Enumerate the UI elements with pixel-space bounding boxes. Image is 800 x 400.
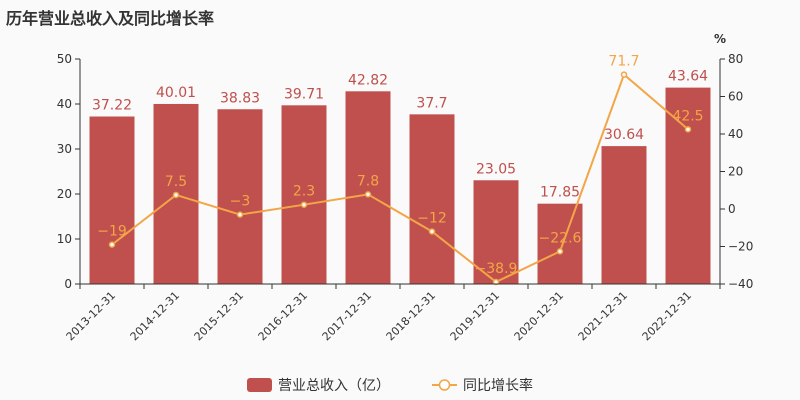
x-axis-tick-label: 2014-12-31 xyxy=(128,289,182,343)
left-axis: 0 10 20 30 40 50 xyxy=(57,52,81,291)
bar-value-label: 37.22 xyxy=(92,98,132,114)
growth-point xyxy=(364,191,372,198)
bar-value-label: 39.71 xyxy=(284,86,324,102)
left-axis-tick-label: 10 xyxy=(57,232,72,246)
bar xyxy=(665,87,711,285)
right-axis-tick-label: −20 xyxy=(728,240,753,254)
bar-value-label: 23.05 xyxy=(476,161,516,177)
right-axis-tick-label: 0 xyxy=(728,202,736,216)
x-axis-tick-label: 2013-12-31 xyxy=(64,289,118,343)
x-axis-tick-label: 2019-12-31 xyxy=(448,289,502,343)
legend-swatch-growth-marker xyxy=(438,379,451,391)
growth-point xyxy=(684,126,692,133)
legend-swatch-revenue xyxy=(247,378,272,392)
right-axis-unit: % xyxy=(714,32,726,46)
growth-point xyxy=(428,228,436,235)
bar xyxy=(217,109,263,284)
bar xyxy=(537,203,583,284)
left-axis-tick-label: 0 xyxy=(64,277,72,291)
legend-item-growth[interactable]: 同比增长率 xyxy=(432,377,533,394)
bar xyxy=(281,105,327,285)
bar-value-label: 43.64 xyxy=(668,69,708,85)
x-axis-tick-label: 2016-12-31 xyxy=(256,289,310,343)
bar xyxy=(473,180,519,284)
right-axis-tick-label: 20 xyxy=(728,165,743,179)
line-series: −19 7.5 −3 2.3 7.8 −12 −38.9 −22.6 71.7 42.5 xyxy=(97,54,704,286)
x-axis: 2013-12-31 2014-12-31 2015-12-31 2016-12-31… xyxy=(64,283,721,343)
growth-line xyxy=(111,72,689,284)
growth-point xyxy=(172,191,180,199)
bar-value-label: 42.82 xyxy=(348,72,388,88)
growth-point xyxy=(300,201,308,208)
right-axis-tick-label: 80 xyxy=(728,52,743,66)
bar xyxy=(601,146,647,284)
bar xyxy=(409,114,455,284)
bar xyxy=(89,116,135,284)
bar-value-label: 40.01 xyxy=(156,85,196,101)
x-axis-tick-label: 2020-12-31 xyxy=(512,289,566,343)
x-axis-tick-label: 2022-12-31 xyxy=(640,289,694,343)
growth-point xyxy=(620,71,628,78)
growth-point xyxy=(236,211,244,218)
growth-value-label: 7.8 xyxy=(357,173,379,189)
bar-value-label: 37.7 xyxy=(416,95,447,111)
bar-series: 37.22 40.01 38.83 39.71 42.82 37.7 23.05 17.85 3… xyxy=(89,69,711,285)
growth-value-label: 2.3 xyxy=(293,184,315,200)
x-axis-tick-label: 2021-12-31 xyxy=(576,289,630,343)
bar xyxy=(345,91,391,284)
right-axis: −40 −20 0 20 40 60 80 xyxy=(719,52,753,291)
legend-label-revenue: 营业总收入（亿） xyxy=(278,378,390,394)
growth-value-label: 7.5 xyxy=(165,174,187,190)
growth-value-label: 42.5 xyxy=(672,108,703,124)
right-axis-tick-label: −40 xyxy=(728,277,753,291)
right-axis-tick-label: 60 xyxy=(728,90,743,104)
right-axis-tick-label: 40 xyxy=(728,127,743,141)
left-axis-tick-label: 40 xyxy=(57,97,72,111)
growth-value-label: −3 xyxy=(230,194,251,210)
x-axis-tick-label: 2017-12-31 xyxy=(320,289,374,343)
growth-point xyxy=(108,241,116,248)
growth-value-label: −38.9 xyxy=(475,261,518,277)
bar-value-label: 30.64 xyxy=(604,127,644,143)
growth-value-label: −12 xyxy=(417,211,447,227)
growth-value-label: −22.6 xyxy=(539,230,582,246)
bar-value-label: 17.85 xyxy=(540,185,580,201)
bar-value-label: 38.83 xyxy=(220,90,260,106)
growth-point xyxy=(556,248,564,255)
left-axis-tick-label: 30 xyxy=(57,142,72,156)
x-axis-tick-label: 2018-12-31 xyxy=(384,289,438,343)
legend[interactable]: 营业总收入（亿） 同比增长率 xyxy=(247,377,533,394)
growth-value-label: −19 xyxy=(97,224,127,240)
legend-item-revenue[interactable]: 营业总收入（亿） xyxy=(247,378,390,394)
x-axis-tick-label: 2015-12-31 xyxy=(192,289,246,343)
growth-value-label: 71.7 xyxy=(608,54,639,70)
left-axis-tick-label: 20 xyxy=(57,187,72,201)
chart-title: 历年营业总收入及同比增长率 xyxy=(6,9,214,28)
left-axis-tick-label: 50 xyxy=(57,52,72,66)
legend-label-growth: 同比增长率 xyxy=(463,377,533,394)
